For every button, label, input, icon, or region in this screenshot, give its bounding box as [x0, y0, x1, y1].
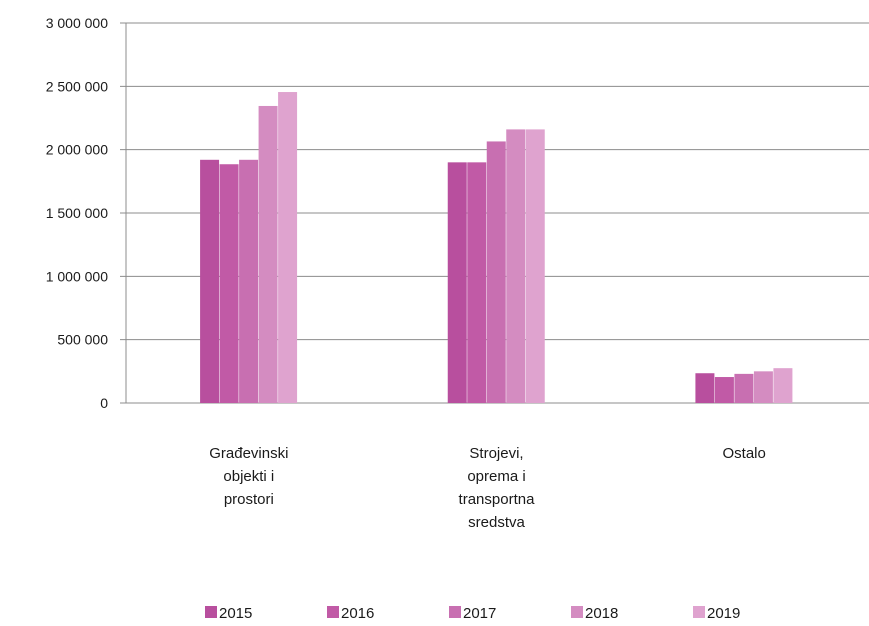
bar-2019 — [278, 92, 298, 404]
bar-2016 — [714, 377, 734, 403]
legend-swatch-2019 — [693, 606, 705, 618]
legend-label: 2016 — [341, 605, 374, 622]
category-label: objekti i — [223, 468, 274, 485]
bar-2019 — [773, 368, 793, 403]
legend-swatch-2016 — [327, 606, 339, 618]
legend-label: 2018 — [585, 605, 618, 622]
bar-2015 — [695, 373, 715, 403]
y-tick-label: 2 500 000 — [46, 78, 108, 94]
category-label: sredstva — [468, 514, 525, 531]
legend-swatch-2015 — [205, 606, 217, 618]
y-tick-label: 3 000 000 — [46, 15, 108, 31]
legend-label: 2017 — [463, 605, 496, 622]
y-tick-label: 500 000 — [57, 332, 108, 348]
category-label: Ostalo — [722, 445, 765, 462]
category-label: transportna — [459, 491, 536, 508]
bar-2016 — [467, 162, 487, 403]
legend-label: 2015 — [219, 605, 252, 622]
bar-2016 — [219, 164, 239, 403]
legend-swatch-2018 — [571, 606, 583, 618]
category-label: Strojevi, — [469, 445, 523, 462]
bar-2018 — [258, 105, 278, 403]
bar-2018 — [506, 129, 526, 403]
bar-2015 — [200, 159, 220, 403]
category-label: oprema i — [467, 468, 525, 485]
category-label: prostori — [224, 491, 274, 508]
bar-2017 — [734, 373, 754, 403]
bar-2017 — [239, 159, 259, 403]
legend-label: 2019 — [707, 605, 740, 622]
y-tick-label: 0 — [100, 395, 108, 411]
bar-2017 — [486, 141, 506, 403]
y-tick-label: 1 500 000 — [46, 205, 108, 221]
bar-2019 — [525, 129, 545, 403]
y-tick-label: 1 000 000 — [46, 268, 108, 284]
category-label: Građevinski — [209, 445, 288, 462]
bar-2018 — [753, 371, 773, 403]
legend-swatch-2017 — [449, 606, 461, 618]
y-tick-label: 2 000 000 — [46, 142, 108, 158]
bar-2015 — [447, 162, 467, 403]
